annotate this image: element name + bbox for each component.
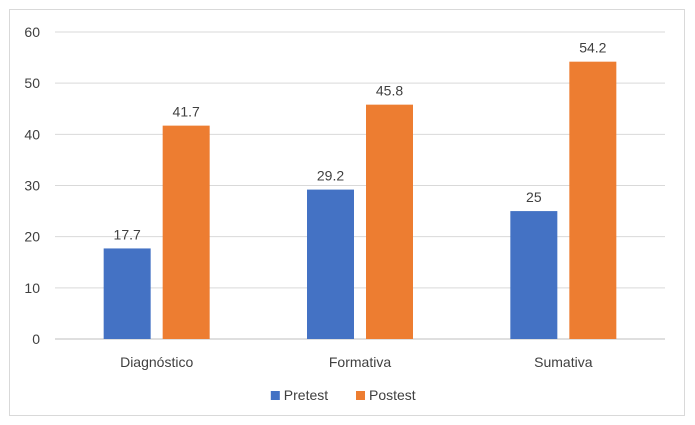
legend-swatch-postest xyxy=(356,391,365,400)
y-axis: 0 10 20 30 40 50 60 xyxy=(24,24,40,347)
gridlines xyxy=(55,31,665,340)
y-tick-label: 50 xyxy=(24,75,40,91)
legend-label-pretest: Pretest xyxy=(284,387,328,403)
y-tick-label: 40 xyxy=(24,126,40,142)
data-label: 54.2 xyxy=(579,40,606,56)
x-axis: Diagnóstico Formativa Sumativa xyxy=(120,354,593,370)
data-label: 45.8 xyxy=(376,83,403,99)
data-label: 29.2 xyxy=(317,168,344,184)
x-category-label: Sumativa xyxy=(534,354,593,370)
y-tick-label: 0 xyxy=(32,331,40,347)
legend: Pretest Postest xyxy=(270,387,416,403)
data-label: 25 xyxy=(526,189,542,205)
legend-label-postest: Postest xyxy=(369,387,416,403)
data-label: 41.7 xyxy=(173,104,200,120)
y-tick-label: 20 xyxy=(24,229,40,245)
x-category-label: Formativa xyxy=(329,354,391,370)
bar-postest-0 xyxy=(162,125,210,339)
data-label: 17.7 xyxy=(114,226,141,242)
bar-postest-2 xyxy=(569,61,617,339)
bar-pretest-2 xyxy=(510,211,558,339)
bar-pretest-1 xyxy=(307,189,354,339)
y-tick-label: 10 xyxy=(24,280,40,296)
x-category-label: Diagnóstico xyxy=(120,354,193,370)
bar-postest-1 xyxy=(366,104,413,339)
y-tick-label: 60 xyxy=(24,24,40,40)
y-tick-label: 30 xyxy=(24,178,40,194)
bar-pretest-0 xyxy=(103,248,151,339)
bars: 17.7 41.7 29.2 45.8 25 54.2 xyxy=(103,40,617,339)
legend-swatch-pretest xyxy=(270,391,280,400)
